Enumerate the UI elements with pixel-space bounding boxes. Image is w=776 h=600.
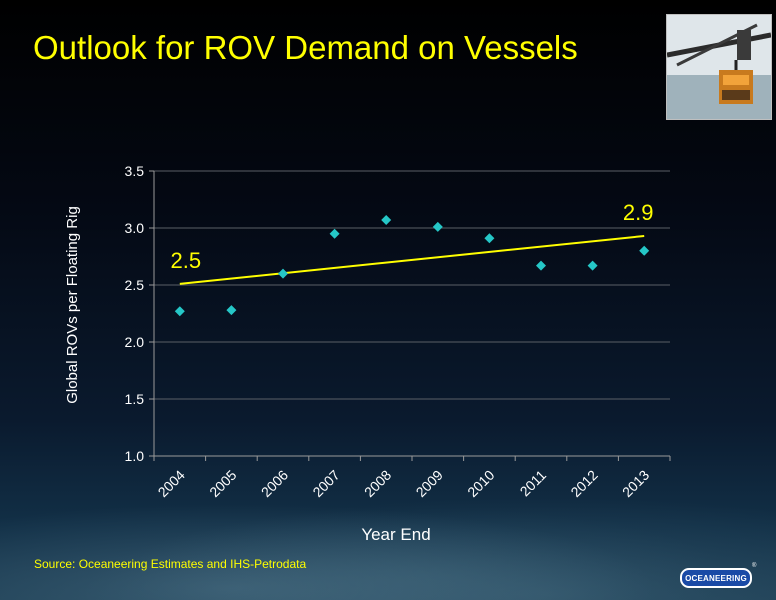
x-tick-label: 2010 <box>464 467 497 500</box>
data-point <box>278 268 288 279</box>
x-tick-label: 2012 <box>567 467 600 500</box>
x-tick-label: 2009 <box>413 467 446 500</box>
y-tick-label: 2.0 <box>125 334 145 350</box>
rov-photo-illustration <box>667 15 771 119</box>
x-tick-label: 2007 <box>309 467 342 500</box>
data-point <box>174 306 185 317</box>
data-point <box>639 245 650 256</box>
data-point <box>381 215 392 226</box>
trend-annotation: 2.9 <box>623 200 654 225</box>
seafloor-backdrop <box>0 480 776 600</box>
source-note: Source: Oceaneering Estimates and IHS-Pe… <box>34 557 307 571</box>
x-tick-label: 2006 <box>258 467 291 500</box>
data-point <box>536 260 546 271</box>
x-axis-label: Year End <box>361 525 430 544</box>
x-tick-label: 2008 <box>361 467 394 500</box>
data-point <box>226 305 237 316</box>
y-tick-label: 3.0 <box>125 220 145 236</box>
x-tick-label: 2005 <box>206 467 239 500</box>
data-point <box>432 221 443 232</box>
y-tick-label: 1.0 <box>125 448 145 464</box>
trend-line <box>179 234 645 285</box>
oceaneering-logo: OCEANEERING <box>680 568 752 588</box>
trend-annotation: 2.5 <box>171 248 202 273</box>
data-point <box>484 233 495 244</box>
x-tick-label: 2013 <box>619 467 652 500</box>
y-tick-label: 2.5 <box>125 277 145 293</box>
x-tick-label: 2004 <box>155 467 188 500</box>
slide-title: Outlook for ROV Demand on Vessels <box>33 29 578 66</box>
registered-mark: ® <box>752 563 757 569</box>
x-tick-label: 2011 <box>517 467 550 500</box>
data-point <box>587 260 598 271</box>
y-axis-label: Global ROVs per Floating Rig <box>64 206 81 404</box>
y-tick-label: 1.5 <box>125 391 145 407</box>
rov-photo <box>666 14 772 120</box>
y-tick-label: 3.5 <box>125 163 145 179</box>
data-point <box>329 228 340 239</box>
